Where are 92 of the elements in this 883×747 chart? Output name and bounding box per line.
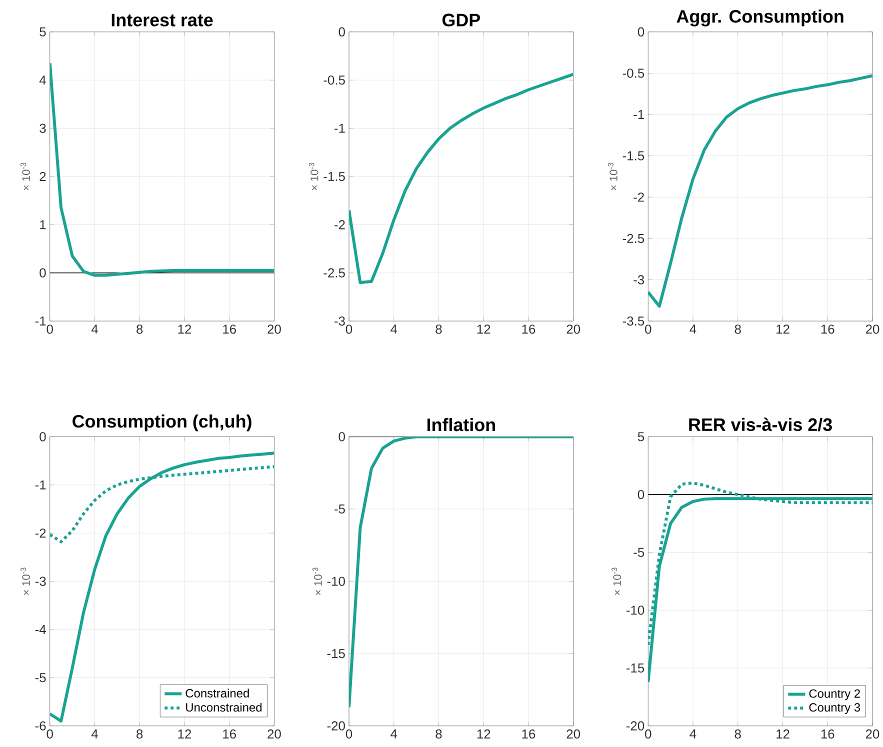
x-tick-label: 12 bbox=[178, 324, 192, 334]
y-tick-label: -20 bbox=[327, 721, 345, 731]
y-tick-label: 4 bbox=[39, 76, 46, 85]
legend-label: Country 3 bbox=[809, 703, 860, 714]
legend-label: Constrained bbox=[186, 688, 249, 698]
y-tick-label: -10 bbox=[327, 576, 345, 586]
y-tick-label: -4 bbox=[35, 625, 46, 634]
y-tick-label: -1 bbox=[35, 480, 46, 490]
x-tick-label: 20 bbox=[866, 324, 880, 334]
y-tick-label: -2 bbox=[334, 220, 345, 230]
y-tick-label: -3 bbox=[334, 316, 345, 326]
x-tick-label: 20 bbox=[566, 729, 580, 739]
y-axis-title: × 10$^{-3}$ bbox=[20, 162, 30, 190]
chart-title: Inflation bbox=[427, 418, 495, 432]
x-tick-label: 4 bbox=[390, 729, 398, 738]
x-tick-label: 16 bbox=[223, 729, 236, 739]
x-tick-label: 0 bbox=[346, 324, 352, 334]
y-tick-label: -3 bbox=[35, 576, 46, 586]
legend-label: Country 2 bbox=[809, 689, 860, 700]
y-axis-title: × 10$^{-3}$ bbox=[312, 568, 322, 596]
y-tick-label: 3 bbox=[40, 124, 46, 133]
chart-title: RER vis-à-vis 2/3 bbox=[689, 418, 832, 432]
y-tick-label: -10 bbox=[626, 606, 644, 615]
y-tick-label: 5 bbox=[638, 432, 644, 442]
x-tick-label: 4 bbox=[91, 729, 98, 738]
y-tick-label: -5 bbox=[634, 548, 644, 557]
y-tick-label: 0 bbox=[638, 27, 644, 37]
x-tick-label: 4 bbox=[390, 324, 398, 334]
x-tick-label: 0 bbox=[346, 729, 352, 739]
chart-title: Aggr. Consumption bbox=[676, 10, 844, 26]
y-tick-label: -15 bbox=[327, 649, 345, 658]
x-tick-label: 20 bbox=[268, 324, 281, 334]
x-tick-label: 16 bbox=[522, 324, 536, 334]
y-tick-label: -5 bbox=[35, 673, 46, 682]
x-tick-label: 16 bbox=[821, 324, 834, 334]
x-tick-label: 8 bbox=[436, 729, 442, 739]
y-tick-label: 1 bbox=[40, 220, 46, 230]
y-tick-label: -1 bbox=[634, 110, 644, 120]
x-tick-label: 16 bbox=[223, 324, 236, 334]
x-tick-label: 12 bbox=[776, 729, 790, 739]
x-tick-label: 4 bbox=[91, 324, 98, 334]
y-tick-label: -6 bbox=[35, 721, 46, 731]
legend-label: Unconstrained bbox=[186, 702, 262, 712]
x-tick-label: 4 bbox=[690, 324, 696, 334]
y-tick-label: -1.5 bbox=[622, 151, 644, 160]
x-tick-label: 12 bbox=[776, 324, 790, 334]
y-tick-label: -0.5 bbox=[324, 76, 345, 85]
y-tick-label: 0 bbox=[338, 432, 345, 442]
x-tick-label: 0 bbox=[46, 324, 53, 334]
y-tick-label: 0 bbox=[40, 268, 46, 278]
y-tick-label: -15 bbox=[626, 664, 644, 673]
x-tick-label: 20 bbox=[566, 324, 580, 334]
y-tick-label: 0 bbox=[40, 432, 46, 442]
y-axis-title: × 10$^{-3}$ bbox=[20, 568, 30, 596]
chart-title: Consumption (ch,uh) bbox=[72, 414, 252, 432]
x-tick-label: 8 bbox=[734, 729, 741, 739]
y-tick-label: -3.5 bbox=[622, 316, 644, 326]
y-tick-label: -2 bbox=[35, 528, 46, 538]
x-tick-label: 20 bbox=[866, 729, 880, 739]
y-tick-label: -1 bbox=[334, 124, 345, 133]
x-tick-label: 8 bbox=[436, 324, 442, 334]
x-tick-label: 12 bbox=[477, 324, 490, 334]
y-tick-label: -5 bbox=[334, 504, 345, 514]
y-tick-label: -2.5 bbox=[622, 234, 644, 244]
x-tick-label: 0 bbox=[46, 729, 53, 739]
x-tick-label: 0 bbox=[645, 729, 652, 739]
y-tick-label: 5 bbox=[40, 27, 46, 36]
y-tick-label: -3 bbox=[634, 275, 644, 284]
x-tick-label: 12 bbox=[477, 729, 490, 739]
y-tick-label: -1 bbox=[35, 316, 46, 326]
x-tick-label: 20 bbox=[268, 729, 281, 739]
y-tick-label: -0.5 bbox=[622, 68, 644, 78]
y-tick-label: 0 bbox=[638, 490, 644, 500]
x-tick-label: 16 bbox=[821, 729, 834, 739]
y-tick-label: 0 bbox=[338, 27, 345, 37]
x-tick-label: 16 bbox=[522, 729, 536, 739]
x-tick-label: 8 bbox=[136, 729, 143, 739]
x-tick-label: 8 bbox=[734, 324, 741, 334]
y-tick-label: -20 bbox=[626, 721, 644, 731]
y-axis-title: × 10$^{-3}$ bbox=[308, 162, 318, 190]
chart-title: Interest rate bbox=[112, 14, 213, 26]
y-axis-title: × 10$^{-3}$ bbox=[612, 568, 622, 596]
x-tick-label: 4 bbox=[690, 729, 696, 738]
y-tick-label: 2 bbox=[40, 172, 46, 182]
y-tick-label: -2.5 bbox=[324, 268, 345, 278]
chart-title: GDP bbox=[442, 14, 480, 26]
y-tick-label: -1.5 bbox=[324, 172, 345, 182]
x-tick-label: 0 bbox=[645, 324, 652, 334]
x-tick-label: 8 bbox=[136, 324, 143, 334]
y-axis-title: × 10$^{-3}$ bbox=[608, 162, 618, 190]
y-tick-label: -2 bbox=[634, 192, 644, 202]
x-tick-label: 12 bbox=[178, 729, 192, 739]
